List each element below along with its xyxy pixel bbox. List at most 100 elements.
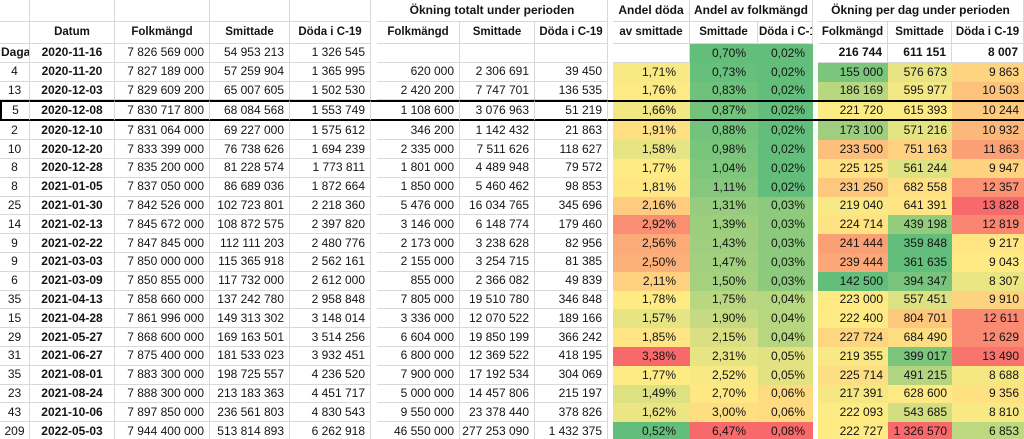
- cell-folkmangd[interactable]: 7 944 400 000: [115, 422, 210, 439]
- cell-perday-folkmangd[interactable]: 142 500: [818, 271, 888, 291]
- cell-day[interactable]: 35: [0, 290, 30, 310]
- cell-okning-smittade[interactable]: [460, 44, 535, 63]
- cell-andel-doda[interactable]: 0,06%: [758, 403, 813, 423]
- cell-andel-smittade[interactable]: 1,47%: [690, 252, 758, 272]
- cell-okning-smittade[interactable]: 3 254 715: [460, 252, 535, 272]
- cell-smittade[interactable]: 213 183 363: [210, 384, 290, 404]
- cell-okning-doda[interactable]: 304 069: [535, 365, 608, 385]
- cell-perday-smittade[interactable]: 394 347: [888, 271, 952, 291]
- cell-okning-smittade[interactable]: 6 148 774: [460, 215, 535, 235]
- cell-perday-doda[interactable]: 13 490: [952, 346, 1024, 366]
- empty-cell[interactable]: [115, 0, 210, 22]
- cell-smittade[interactable]: 149 313 302: [210, 309, 290, 329]
- cell-folkmangd[interactable]: 7 875 400 000: [115, 346, 210, 366]
- cell-okning-doda[interactable]: 51 219: [535, 100, 608, 122]
- cell-andel-smittade[interactable]: 1,75%: [690, 290, 758, 310]
- cell-perday-doda[interactable]: 10 932: [952, 121, 1024, 141]
- cell-folkmangd[interactable]: 7 842 526 000: [115, 196, 210, 216]
- cell-datum[interactable]: 2022-05-03: [30, 422, 115, 439]
- cell-andel-doda[interactable]: 0,03%: [758, 252, 813, 272]
- cell-andel-doda[interactable]: 0,02%: [758, 100, 813, 122]
- cell-andel-smittade[interactable]: 2,52%: [690, 365, 758, 385]
- column-header-andel-smittade[interactable]: Smittade: [690, 22, 758, 44]
- cell-andel-doda-av-smittade[interactable]: 1,77%: [613, 365, 690, 385]
- cell-andel-doda-av-smittade[interactable]: 0,52%: [613, 422, 690, 439]
- cell-perday-doda[interactable]: 8 810: [952, 403, 1024, 423]
- cell-folkmangd[interactable]: 7 845 672 000: [115, 215, 210, 235]
- cell-okning-smittade[interactable]: 2 306 691: [460, 62, 535, 82]
- cell-smittade[interactable]: 117 732 000: [210, 271, 290, 291]
- cell-day[interactable]: 8: [0, 158, 30, 178]
- cell-perday-smittade[interactable]: 491 215: [888, 365, 952, 385]
- cell-perday-doda[interactable]: 9 910: [952, 290, 1024, 310]
- cell-okning-folkmangd[interactable]: 5 000 000: [377, 384, 460, 404]
- cell-andel-smittade[interactable]: 0,70%: [690, 44, 758, 63]
- cell-perday-folkmangd[interactable]: 222 727: [818, 422, 888, 439]
- cell-perday-folkmangd[interactable]: 186 169: [818, 81, 888, 101]
- cell-datum[interactable]: 2021-04-28: [30, 309, 115, 329]
- cell-datum[interactable]: 2021-02-22: [30, 234, 115, 253]
- cell-smittade[interactable]: 236 561 803: [210, 403, 290, 423]
- cell-andel-smittade[interactable]: 6,47%: [690, 422, 758, 439]
- column-header-andel-doda[interactable]: Döda i C-19: [758, 22, 813, 44]
- cell-andel-smittade[interactable]: 2,31%: [690, 346, 758, 366]
- cell-doda[interactable]: 1 575 612: [290, 121, 371, 141]
- cell-day[interactable]: 5: [0, 100, 30, 122]
- cell-day[interactable]: 8: [0, 177, 30, 197]
- cell-doda[interactable]: 2 218 360: [290, 196, 371, 216]
- cell-okning-folkmangd[interactable]: 3 336 000: [377, 309, 460, 329]
- cell-day[interactable]: 9: [0, 252, 30, 272]
- cell-folkmangd[interactable]: 7 897 850 000: [115, 403, 210, 423]
- cell-okning-doda[interactable]: 21 863: [535, 121, 608, 141]
- cell-folkmangd[interactable]: 7 850 855 000: [115, 271, 210, 291]
- column-header-okning-smittade[interactable]: Smittade: [460, 22, 535, 44]
- cell-smittade[interactable]: 76 738 626: [210, 140, 290, 159]
- cell-okning-doda[interactable]: 39 450: [535, 62, 608, 82]
- cell-perday-folkmangd[interactable]: 173 100: [818, 121, 888, 141]
- cell-perday-doda[interactable]: 12 819: [952, 215, 1024, 235]
- cell-smittade[interactable]: 86 689 036: [210, 177, 290, 197]
- cell-andel-doda-av-smittade[interactable]: 2,11%: [613, 271, 690, 291]
- cell-smittade[interactable]: 69 227 000: [210, 121, 290, 141]
- cell-doda[interactable]: 1 773 811: [290, 158, 371, 178]
- cell-okning-doda[interactable]: 378 826: [535, 403, 608, 423]
- cell-okning-smittade[interactable]: 3 076 963: [460, 100, 535, 122]
- cell-day[interactable]: 25: [0, 196, 30, 216]
- cell-datum[interactable]: 2021-03-09: [30, 271, 115, 291]
- cell-andel-doda[interactable]: 0,05%: [758, 365, 813, 385]
- cell-perday-folkmangd[interactable]: 231 250: [818, 177, 888, 197]
- cell-folkmangd[interactable]: 7 837 050 000: [115, 177, 210, 197]
- cell-perday-folkmangd[interactable]: 225 714: [818, 365, 888, 385]
- cell-perday-doda[interactable]: 12 611: [952, 309, 1024, 329]
- cell-perday-folkmangd[interactable]: 219 355: [818, 346, 888, 366]
- column-header-doda[interactable]: Döda i C-19: [290, 22, 371, 44]
- cell-perday-folkmangd[interactable]: 241 444: [818, 234, 888, 253]
- cell-doda[interactable]: 1 365 995: [290, 62, 371, 82]
- cell-datum[interactable]: 2021-05-27: [30, 328, 115, 347]
- cell-datum[interactable]: 2021-10-06: [30, 403, 115, 423]
- cell-andel-doda-av-smittade[interactable]: 1,57%: [613, 309, 690, 329]
- cell-smittade[interactable]: 198 725 557: [210, 365, 290, 385]
- cell-perday-folkmangd[interactable]: 225 125: [818, 158, 888, 178]
- cell-perday-doda[interactable]: 11 863: [952, 140, 1024, 159]
- cell-okning-doda[interactable]: 1 432 375: [535, 422, 608, 439]
- cell-perday-doda[interactable]: 9 043: [952, 252, 1024, 272]
- cell-andel-doda-av-smittade[interactable]: 1,66%: [613, 100, 690, 122]
- cell-andel-smittade[interactable]: 0,83%: [690, 81, 758, 101]
- cell-andel-doda[interactable]: 0,03%: [758, 196, 813, 216]
- cell-perday-doda[interactable]: 9 863: [952, 62, 1024, 82]
- cell-andel-smittade[interactable]: 1,04%: [690, 158, 758, 178]
- cell-perday-folkmangd[interactable]: 222 093: [818, 403, 888, 423]
- cell-folkmangd[interactable]: 7 829 609 200: [115, 81, 210, 101]
- cell-perday-smittade[interactable]: 557 451: [888, 290, 952, 310]
- cell-andel-doda-av-smittade[interactable]: 2,50%: [613, 252, 690, 272]
- empty-cell[interactable]: [30, 0, 115, 22]
- cell-folkmangd[interactable]: 7 868 600 000: [115, 328, 210, 347]
- cell-perday-folkmangd[interactable]: 221 720: [818, 100, 888, 122]
- cell-andel-smittade[interactable]: 2,70%: [690, 384, 758, 404]
- cell-folkmangd[interactable]: 7 858 660 000: [115, 290, 210, 310]
- cell-datum[interactable]: 2020-12-08: [30, 100, 115, 122]
- cell-perday-folkmangd[interactable]: 224 714: [818, 215, 888, 235]
- cell-datum[interactable]: 2020-12-28: [30, 158, 115, 178]
- cell-datum[interactable]: 2021-06-27: [30, 346, 115, 366]
